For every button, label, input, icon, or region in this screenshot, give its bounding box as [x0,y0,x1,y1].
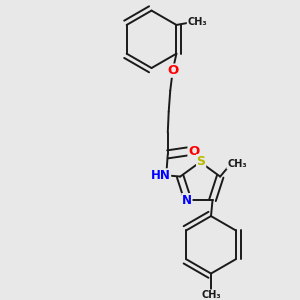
Text: N: N [182,194,192,206]
Text: CH₃: CH₃ [187,17,207,28]
Text: S: S [196,154,206,168]
Text: CH₃: CH₃ [227,159,247,169]
Text: HN: HN [151,169,171,182]
Text: CH₃: CH₃ [201,290,221,300]
Text: O: O [188,145,199,158]
Text: O: O [167,64,178,77]
